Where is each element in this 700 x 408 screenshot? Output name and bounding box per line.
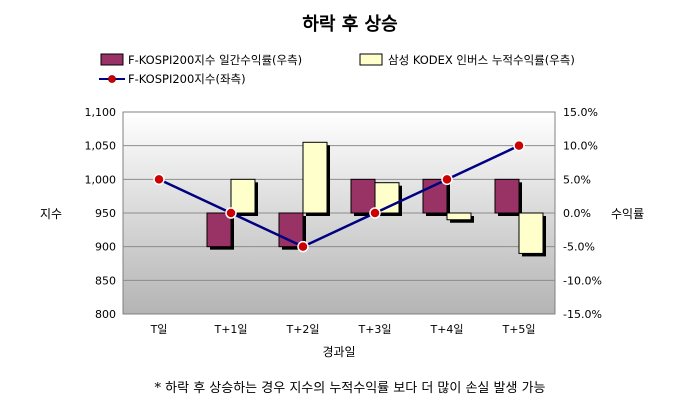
x-tick-label: T+4일 bbox=[429, 322, 463, 336]
y-left-tick-label: 800 bbox=[95, 308, 116, 321]
line-point bbox=[441, 173, 453, 186]
gridlines bbox=[123, 145, 555, 281]
y-left-axis-title: 지수 bbox=[40, 207, 62, 221]
legend-swatch-daily-return bbox=[100, 53, 124, 66]
bar bbox=[230, 178, 256, 214]
legend: F-KOSPI200지수 일간수익률(우측) 삼성 KODEX 인버스 누적수익… bbox=[99, 53, 575, 86]
index-line-series bbox=[153, 139, 525, 253]
y-right-tick-label: -10.0% bbox=[563, 274, 602, 287]
legend-swatch-inverse-return bbox=[359, 53, 383, 66]
y-right-tick-label: 0.0% bbox=[563, 207, 591, 220]
chart-title: 하락 후 상승 bbox=[302, 14, 397, 35]
line-point bbox=[225, 207, 237, 219]
y-left-tick-label: 1,100 bbox=[85, 106, 117, 119]
y-right-tick-label: -15.0% bbox=[563, 308, 602, 321]
bar bbox=[350, 178, 376, 214]
y-right-tick-label: 10.0% bbox=[563, 140, 598, 153]
line-point bbox=[369, 207, 381, 219]
y-left-tick-label: 1,000 bbox=[85, 173, 117, 186]
bar bbox=[206, 212, 232, 248]
footnote: * 하락 후 상승하는 경우 지수의 누적수익률 보다 더 많이 손실 발생 가… bbox=[155, 381, 546, 396]
x-tick-label: T일 bbox=[150, 322, 168, 336]
y-right-axis-title: 수익률 bbox=[611, 207, 644, 221]
legend-label-index: F-KOSPI200지수(좌측) bbox=[128, 72, 246, 86]
y-left-tick-label: 850 bbox=[95, 274, 116, 287]
y-left-tick-label: 1,050 bbox=[85, 140, 117, 153]
legend-label-daily-return: F-KOSPI200지수 일간수익률(우측) bbox=[128, 53, 302, 67]
line-point bbox=[153, 173, 165, 186]
x-tick-label: T+5일 bbox=[501, 322, 535, 336]
left-axis-ticks: 800 850 900 950 1,000 1,050 1,100 bbox=[85, 106, 117, 321]
bar bbox=[494, 178, 520, 214]
y-left-tick-label: 950 bbox=[95, 207, 116, 220]
legend-marker-index bbox=[108, 75, 116, 83]
bar bbox=[518, 212, 544, 254]
bars bbox=[206, 141, 546, 257]
index-line bbox=[158, 144, 520, 248]
bar bbox=[278, 212, 304, 248]
y-right-tick-label: 5.0% bbox=[563, 173, 591, 186]
y-right-tick-label: -5.0% bbox=[563, 241, 595, 254]
x-tick-label: T+3일 bbox=[357, 322, 391, 336]
x-axis-title: 경과일 bbox=[322, 345, 355, 359]
line-point bbox=[297, 240, 309, 253]
x-tick-label: T+2일 bbox=[285, 322, 319, 336]
y-left-tick-label: 900 bbox=[95, 241, 116, 254]
line-point bbox=[513, 139, 525, 152]
right-axis-ticks: -15.0% -10.0% -5.0% 0.0% 5.0% 10.0% 15.0% bbox=[563, 106, 602, 321]
legend-label-inverse-return: 삼성 KODEX 인버스 누적수익률(우측) bbox=[388, 53, 575, 67]
x-tick-label: T+1일 bbox=[213, 322, 247, 336]
y-right-tick-label: 15.0% bbox=[563, 106, 598, 119]
x-axis-ticks: T일 T+1일 T+2일 T+3일 T+4일 T+5일 bbox=[150, 322, 536, 336]
bar bbox=[302, 141, 328, 214]
bar bbox=[446, 212, 472, 221]
